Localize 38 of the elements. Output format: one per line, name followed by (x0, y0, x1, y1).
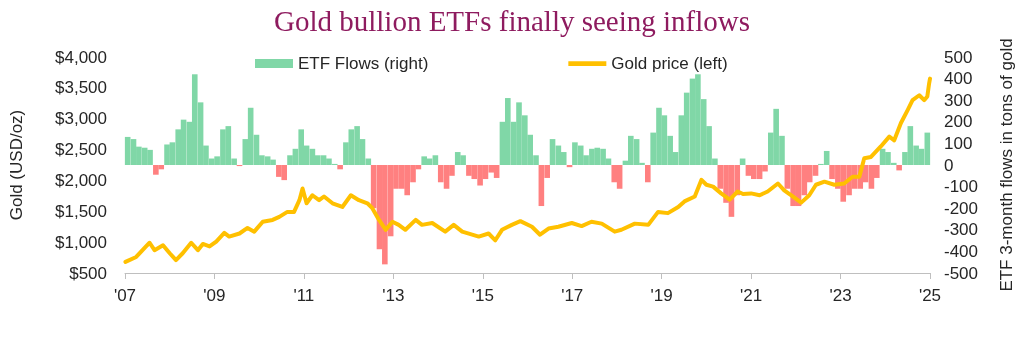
y2-tick-label: 300 (944, 90, 973, 110)
y-axis-title: Gold (USD/oz) (7, 109, 26, 221)
x-tick-label: '07 (113, 286, 137, 305)
x-tick-label: '25 (918, 286, 942, 305)
y-tick-label: $2,500 (55, 140, 107, 160)
y-tick-label: $1,500 (55, 201, 107, 221)
line-series (123, 76, 932, 264)
y2-tick-label: 400 (944, 69, 973, 89)
x-tick-label: '21 (740, 286, 763, 305)
x-tick-label: '23 (829, 286, 852, 305)
legend-label: ETF Flows (right) (298, 54, 429, 73)
x-tick-label: '15 (471, 286, 494, 305)
y2-tick-label: 200 (944, 112, 973, 132)
y2-tick-label: 0 (944, 155, 954, 175)
x-tick-label: '19 (650, 286, 673, 305)
y2-tick-label: -200 (944, 198, 979, 218)
y2-tick-label: -300 (944, 220, 979, 240)
y2-tick-label: 500 (944, 47, 973, 67)
x-tick-label: '09 (203, 286, 226, 305)
bar (645, 165, 651, 183)
y-tick-label: $4,000 (55, 47, 107, 67)
y-tick-label: $1,000 (55, 232, 107, 252)
y2-tick-label: -400 (944, 241, 979, 261)
y2-tick-label: -100 (944, 177, 979, 197)
bar (337, 165, 343, 170)
chart-title: Gold bullion ETFs finally seeing inflows (273, 4, 751, 37)
x-tick-label: '13 (382, 286, 405, 305)
x-tick-label: '11 (293, 286, 315, 305)
y2-axis-title: ETF 3-month flows in tons of gold (997, 38, 1016, 292)
x-tick-label: '17 (561, 286, 584, 305)
y-tick-label: $500 (69, 263, 107, 283)
legend-label: Gold price (left) (611, 54, 728, 73)
y2-tick-label: 100 (944, 133, 973, 153)
y2-tick-label: -500 (944, 263, 979, 283)
y-tick-label: $3,500 (55, 78, 107, 98)
y-tick-label: $3,000 (55, 109, 107, 129)
y-tick-label: $2,000 (55, 170, 107, 190)
bar (896, 165, 902, 171)
